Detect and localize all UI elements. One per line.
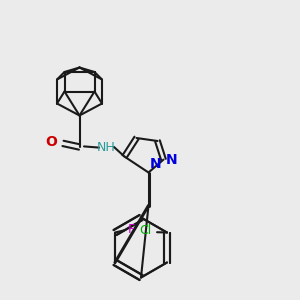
Text: F: F xyxy=(128,223,135,236)
Text: N: N xyxy=(150,157,162,171)
Text: O: O xyxy=(46,135,58,149)
Text: NH: NH xyxy=(97,141,116,154)
Text: Cl: Cl xyxy=(140,224,152,238)
Text: N: N xyxy=(166,153,178,166)
